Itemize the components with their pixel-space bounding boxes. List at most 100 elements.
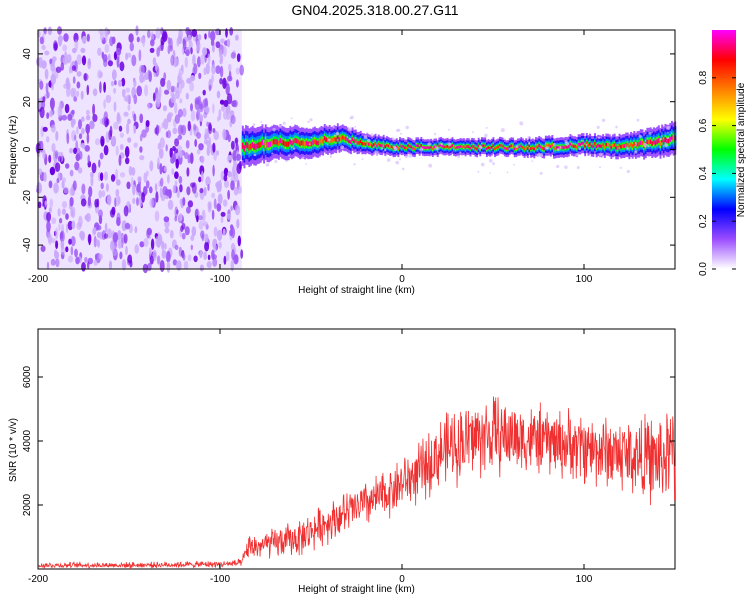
signal-cell bbox=[633, 141, 636, 146]
noise-blob bbox=[139, 113, 144, 124]
noise-blob bbox=[174, 180, 178, 187]
noise-blob bbox=[125, 94, 131, 103]
noise-blob bbox=[235, 79, 239, 88]
noise-blob bbox=[217, 193, 223, 205]
signal-cell bbox=[461, 145, 464, 149]
signal-cell bbox=[651, 141, 654, 146]
noise-blob bbox=[229, 229, 234, 237]
noise-blob bbox=[239, 64, 244, 76]
signal-speck bbox=[492, 162, 495, 166]
noise-blob bbox=[176, 190, 180, 198]
signal-cell bbox=[620, 144, 623, 149]
signal-cell bbox=[648, 139, 650, 145]
noise-blob bbox=[121, 220, 127, 232]
x-tick-label: -100 bbox=[210, 274, 230, 285]
noise-blob bbox=[126, 52, 132, 58]
signal-cell bbox=[363, 142, 365, 146]
noise-blob bbox=[67, 255, 74, 263]
noise-blob bbox=[196, 110, 201, 120]
noise-blob bbox=[206, 121, 210, 127]
snr-panel: -200 -100 0 100 2000 4000 6000 Height of strai… bbox=[8, 328, 676, 595]
signal-cell bbox=[615, 146, 618, 150]
noise-blob bbox=[136, 36, 140, 43]
noise-blob bbox=[216, 150, 220, 156]
noise-blob bbox=[99, 32, 105, 41]
signal-speck bbox=[348, 137, 352, 141]
signal-speck bbox=[353, 163, 356, 166]
noise-blob bbox=[59, 217, 63, 224]
signal-cell bbox=[598, 144, 601, 148]
signal-speck bbox=[433, 132, 437, 136]
noise-blob bbox=[75, 153, 81, 162]
noise-blob bbox=[76, 222, 82, 230]
signal-speck bbox=[265, 163, 270, 167]
signal-cell bbox=[385, 143, 388, 147]
noise-blob bbox=[230, 180, 235, 191]
noise-blob bbox=[104, 171, 108, 181]
noise-blob bbox=[111, 206, 116, 216]
noise-blob bbox=[233, 186, 239, 196]
noise-blob bbox=[162, 31, 168, 42]
signal-cell bbox=[290, 140, 293, 146]
noise-blob bbox=[140, 65, 146, 73]
signal-cell bbox=[567, 145, 570, 149]
signal-cell bbox=[361, 142, 364, 146]
noise-blob bbox=[205, 176, 211, 187]
noise-blob bbox=[189, 75, 196, 82]
noise-blob bbox=[128, 33, 134, 43]
signal-cell bbox=[405, 146, 408, 150]
noise-blob bbox=[115, 47, 122, 56]
noise-blob bbox=[61, 201, 68, 209]
noise-blob bbox=[49, 166, 56, 176]
noise-blob bbox=[204, 33, 207, 40]
signal-speck bbox=[375, 154, 378, 156]
noise-blob bbox=[219, 77, 223, 85]
noise-blob bbox=[227, 189, 231, 200]
noise-blob bbox=[174, 90, 180, 100]
signal-cell bbox=[623, 144, 626, 148]
signal-cell bbox=[499, 143, 501, 147]
signal-speck bbox=[531, 160, 534, 163]
signal-speck bbox=[274, 160, 278, 163]
noise-blob bbox=[184, 152, 189, 160]
noise-blob bbox=[149, 198, 155, 208]
signal-cell bbox=[323, 136, 326, 141]
noise-blob bbox=[78, 119, 82, 130]
noise-blob bbox=[71, 118, 76, 126]
noise-blob bbox=[208, 136, 211, 149]
snr-series-line bbox=[37, 396, 676, 570]
signal-speck bbox=[480, 162, 485, 167]
signal-cell bbox=[263, 142, 266, 149]
noise-blob bbox=[169, 229, 174, 239]
noise-blob bbox=[100, 135, 105, 146]
signal-cell bbox=[556, 146, 559, 150]
noise-blob bbox=[161, 249, 167, 259]
signal-speck bbox=[366, 131, 369, 134]
noise-blob bbox=[199, 113, 203, 122]
colorbar-label: Normalized spectral amplitude bbox=[736, 82, 747, 217]
signal-cell bbox=[400, 145, 403, 149]
noise-blob bbox=[133, 113, 137, 122]
noise-blob bbox=[93, 259, 98, 266]
noise-blob bbox=[127, 137, 132, 143]
signal-cell bbox=[575, 145, 578, 149]
signal-cell bbox=[551, 143, 554, 147]
noise-blob bbox=[187, 154, 191, 164]
signal-cell bbox=[495, 146, 498, 150]
noise-blob bbox=[76, 54, 82, 65]
signal-cell bbox=[271, 140, 274, 146]
noise-blob bbox=[56, 178, 60, 184]
signal-cell bbox=[454, 146, 457, 150]
noise-blob bbox=[141, 192, 146, 203]
noise-blob bbox=[215, 41, 221, 49]
noise-blob bbox=[134, 226, 138, 234]
noise-blob bbox=[84, 145, 90, 152]
noise-blob bbox=[126, 122, 130, 135]
signal-cell bbox=[589, 142, 592, 146]
noise-blob bbox=[149, 47, 155, 54]
noise-blob bbox=[59, 230, 65, 243]
signal-speck bbox=[380, 147, 384, 150]
noise-blob bbox=[208, 30, 211, 39]
signal-cell bbox=[592, 144, 595, 149]
noise-blob bbox=[54, 150, 59, 160]
